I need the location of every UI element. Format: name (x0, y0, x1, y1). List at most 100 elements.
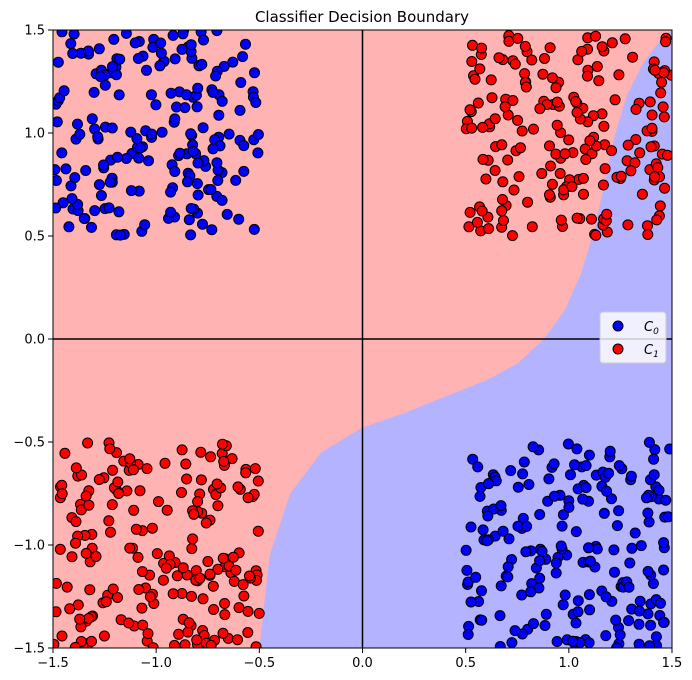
point-c1-cluster0 (571, 107, 583, 118)
point-c0-cluster0 (80, 165, 92, 176)
point-c1-cluster1 (98, 630, 110, 642)
point-c1-cluster0 (539, 53, 550, 64)
point-c0-cluster0 (238, 140, 250, 152)
point-c1-cluster0 (606, 145, 618, 157)
y-tick-label: −1.0 (13, 539, 45, 554)
point-c0-cluster1 (494, 610, 506, 622)
point-c1-cluster0 (619, 33, 631, 45)
point-c1-cluster0 (555, 214, 567, 226)
point-c1-cluster1 (127, 464, 139, 476)
point-c0-cluster1 (641, 492, 652, 504)
point-c1-cluster0 (622, 139, 634, 151)
point-c0-cluster1 (613, 460, 625, 472)
point-c0-cluster0 (132, 53, 144, 64)
y-tick-label: −1.5 (13, 642, 45, 657)
point-c1-cluster0 (576, 45, 588, 57)
chart-title: Classifier Decision Boundary (255, 8, 469, 26)
point-c0-cluster1 (653, 484, 665, 496)
point-c1-cluster0 (476, 42, 488, 54)
point-c1-cluster0 (636, 188, 648, 200)
point-c0-cluster0 (216, 194, 228, 206)
point-c1-cluster0 (630, 134, 642, 145)
point-c0-cluster1 (624, 557, 636, 569)
point-c1-cluster0 (627, 51, 639, 63)
point-c0-cluster1 (516, 589, 528, 601)
point-c0-cluster1 (664, 443, 672, 455)
point-c1-cluster0 (516, 125, 528, 137)
point-c0-cluster0 (176, 43, 188, 55)
point-c1-cluster0 (658, 111, 670, 123)
point-c0-cluster1 (494, 641, 506, 648)
point-c0-cluster1 (643, 436, 655, 448)
point-c1-cluster1 (80, 547, 92, 559)
point-c0-cluster1 (461, 564, 473, 576)
point-c0-cluster0 (240, 38, 251, 50)
point-c0-cluster1 (613, 505, 625, 517)
point-c1-cluster1 (105, 526, 116, 538)
point-c0-cluster0 (141, 64, 152, 76)
point-c0-cluster1 (660, 494, 672, 506)
point-c1-cluster1 (182, 626, 194, 638)
point-c1-cluster0 (496, 205, 508, 217)
point-c0-cluster1 (505, 465, 517, 477)
point-c1-cluster0 (526, 54, 538, 66)
point-c1-cluster1 (157, 574, 169, 586)
x-tick-label: −0.5 (244, 656, 276, 671)
point-c1-cluster1 (84, 584, 96, 596)
point-c1-cluster1 (194, 572, 206, 584)
point-c1-cluster0 (474, 63, 486, 75)
point-c1-cluster0 (649, 64, 661, 76)
point-c1-cluster0 (601, 208, 613, 220)
point-c1-cluster0 (578, 188, 589, 200)
point-c0-cluster1 (565, 469, 576, 481)
point-c1-cluster1 (204, 568, 216, 580)
x-tick-label: 0.0 (352, 656, 373, 671)
point-c1-cluster0 (469, 73, 481, 85)
point-c1-cluster0 (646, 122, 658, 134)
point-c0-cluster0 (93, 179, 105, 191)
point-c0-cluster0 (234, 104, 246, 116)
point-c1-cluster0 (467, 39, 478, 51)
point-c1-cluster1 (142, 628, 154, 640)
point-c0-cluster0 (106, 122, 118, 134)
point-c0-cluster1 (623, 615, 635, 627)
point-c0-cluster1 (503, 533, 515, 545)
point-c0-cluster1 (495, 500, 507, 512)
point-c1-cluster0 (536, 168, 548, 179)
point-c1-cluster1 (242, 627, 254, 638)
point-c0-cluster0 (248, 223, 260, 235)
point-c1-cluster0 (507, 230, 518, 242)
point-c1-cluster1 (171, 570, 183, 582)
point-c0-cluster1 (559, 589, 571, 601)
point-c1-cluster1 (181, 473, 193, 485)
point-c1-cluster0 (644, 96, 656, 108)
point-c1-cluster1 (70, 516, 82, 528)
point-c0-cluster1 (556, 520, 568, 532)
point-c0-cluster0 (95, 190, 107, 201)
point-c0-cluster0 (63, 221, 75, 233)
point-c0-cluster1 (482, 510, 494, 522)
point-c0-cluster1 (502, 561, 514, 573)
point-c0-cluster0 (69, 172, 81, 184)
point-c0-cluster0 (207, 86, 219, 98)
point-c0-cluster0 (167, 30, 179, 41)
point-c0-cluster1 (570, 526, 582, 538)
x-tick-label: −1.0 (140, 656, 172, 671)
point-c1-cluster0 (660, 36, 672, 48)
point-c0-cluster1 (648, 453, 660, 465)
point-c0-cluster0 (233, 213, 245, 225)
point-c0-cluster0 (211, 30, 223, 37)
point-c0-cluster1 (472, 461, 484, 473)
point-c1-cluster0 (657, 101, 669, 113)
point-c0-cluster0 (197, 122, 209, 134)
point-c1-cluster1 (161, 504, 173, 516)
point-c0-cluster1 (470, 571, 482, 583)
point-c1-cluster1 (211, 478, 223, 490)
point-c0-cluster1 (557, 599, 569, 611)
point-c1-cluster0 (507, 95, 519, 106)
point-c0-cluster0 (227, 56, 239, 68)
point-c0-cluster1 (601, 485, 613, 497)
point-c0-cluster1 (483, 478, 494, 490)
legend-c0-marker (612, 320, 624, 332)
